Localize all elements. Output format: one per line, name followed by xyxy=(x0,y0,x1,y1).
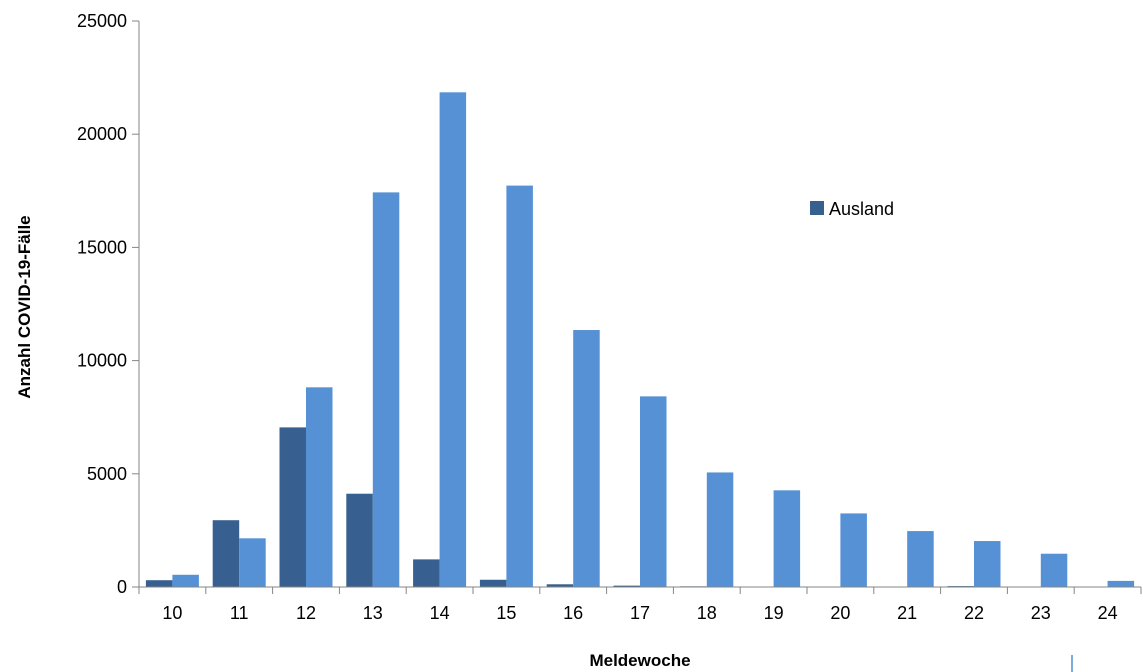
bars xyxy=(145,92,1135,587)
bar-ausland-week-11 xyxy=(212,520,240,587)
x-tick-label: 20 xyxy=(830,603,850,623)
bar-series-2-week-22 xyxy=(974,541,1001,587)
y-tick-label: 20000 xyxy=(77,124,127,144)
x-tick-label: 24 xyxy=(1098,603,1118,623)
bar-series-2-week-24 xyxy=(1107,580,1135,587)
y-tick-label: 25000 xyxy=(77,11,127,31)
x-tick-label: 16 xyxy=(563,603,583,623)
y-tick-label: 15000 xyxy=(77,237,127,257)
bar-series-2-week-23 xyxy=(1040,553,1068,587)
bar-series-2-week-11 xyxy=(239,538,266,587)
bar-ausland-week-12 xyxy=(279,427,306,587)
bar-series-2-week-21 xyxy=(907,531,934,587)
y-axis-ticks: 0 5000 10000 15000 20000 25000 xyxy=(77,11,139,597)
y-tick-label: 10000 xyxy=(77,351,127,371)
legend-swatch-ausland xyxy=(810,201,824,215)
x-tick-label: 14 xyxy=(430,603,450,623)
x-tick-label: 23 xyxy=(1031,603,1051,623)
bar-series-2-week-10 xyxy=(172,574,199,587)
x-tick-label: 18 xyxy=(697,603,717,623)
bar-series-2-week-19 xyxy=(773,490,801,587)
bar-series-2-week-20 xyxy=(840,513,867,587)
legend-label-ausland: Ausland xyxy=(829,199,894,219)
y-axis-title: Anzahl COVID-19-Fälle xyxy=(15,215,34,398)
y-tick-label: 5000 xyxy=(87,464,127,484)
bar-series-2-week-14 xyxy=(439,92,467,587)
bar-series-2-week-16 xyxy=(573,330,600,587)
bar-ausland-week-10 xyxy=(145,580,173,587)
x-tick-label: 12 xyxy=(296,603,316,623)
bar-series-2-week-18 xyxy=(706,472,734,587)
bar-ausland-week-14 xyxy=(413,559,440,587)
x-axis-ticks: 10 11 12 13 14 15 16 17 18 19 20 21 22 23 24 xyxy=(138,587,1142,623)
bar-ausland-week-16 xyxy=(546,584,574,587)
x-tick-label: 17 xyxy=(630,603,650,623)
x-tick-label: 13 xyxy=(363,603,383,623)
bar-series-2-week-12 xyxy=(306,387,333,587)
bar-series-2-week-15 xyxy=(506,185,533,587)
legend: Ausland xyxy=(810,199,894,219)
bar-series-2-week-17 xyxy=(640,396,667,587)
x-tick-label: 22 xyxy=(964,603,984,623)
bar-series-2-week-13 xyxy=(372,192,400,587)
bar-ausland-week-15 xyxy=(479,579,507,587)
x-tick-label: 21 xyxy=(897,603,917,623)
x-tick-label: 19 xyxy=(764,603,784,623)
bar-ausland-week-17 xyxy=(613,585,640,587)
x-tick-label: 11 xyxy=(230,603,249,623)
x-axis-title: Meldewoche xyxy=(589,651,690,670)
y-tick-label: 0 xyxy=(117,577,127,597)
x-tick-label: 10 xyxy=(162,603,182,623)
bar-ausland-week-13 xyxy=(346,493,373,587)
x-tick-label: 15 xyxy=(496,603,516,623)
